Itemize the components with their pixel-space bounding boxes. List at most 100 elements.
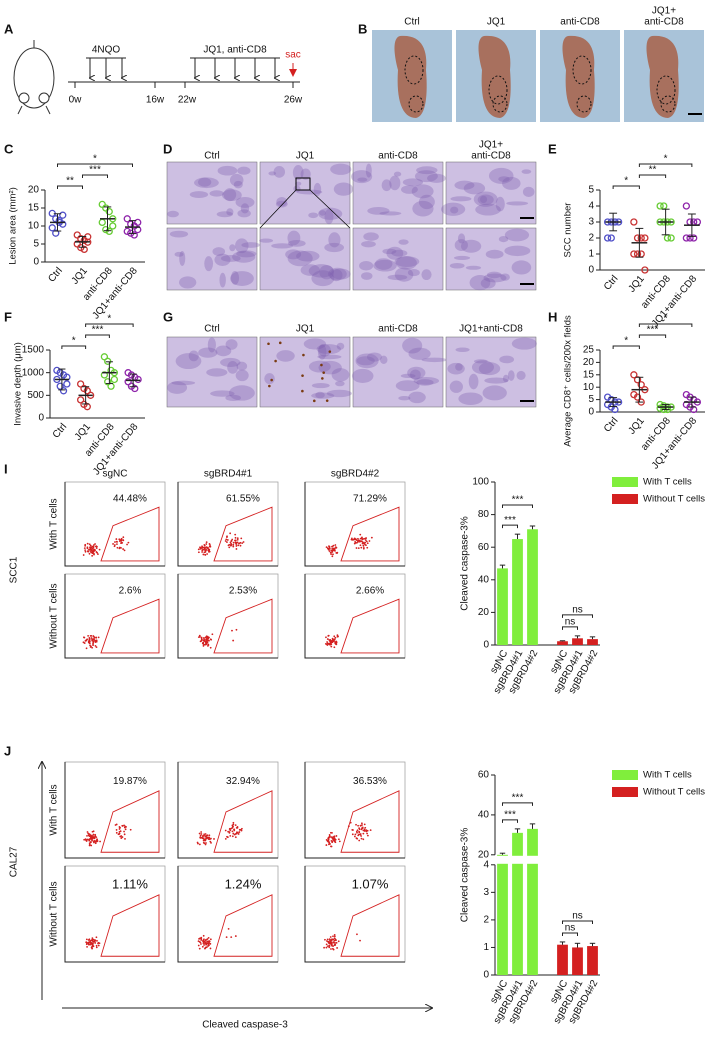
gate xyxy=(100,598,160,654)
event-dot xyxy=(113,545,116,548)
event-dot xyxy=(356,831,358,834)
event-dot xyxy=(226,539,229,541)
event-dot xyxy=(228,546,231,549)
event-dot xyxy=(89,634,92,637)
y-tick-label: 15 xyxy=(28,203,40,214)
event-dot xyxy=(209,947,212,950)
event-dot xyxy=(353,537,356,540)
significance-bracket xyxy=(562,626,578,630)
y-tick-label: 2 xyxy=(483,915,489,926)
event-dot xyxy=(199,941,202,944)
event-dot xyxy=(85,839,87,842)
tissue-texture xyxy=(226,208,234,216)
event-dot xyxy=(369,829,372,832)
event-dot xyxy=(232,639,235,642)
tissue-texture xyxy=(387,274,408,281)
event-dot xyxy=(199,547,202,550)
event-dot xyxy=(197,548,200,551)
event-dot xyxy=(88,552,91,555)
bar xyxy=(587,639,598,645)
zoom-box xyxy=(295,177,311,191)
tissue-texture xyxy=(230,271,254,286)
event-dot xyxy=(332,945,334,948)
tissue-texture xyxy=(400,373,416,379)
event-dot xyxy=(208,834,211,837)
tissue-texture xyxy=(240,203,250,214)
event-dot xyxy=(334,642,337,645)
event-dot xyxy=(94,840,97,843)
event-dot xyxy=(94,942,97,944)
bar xyxy=(587,946,598,975)
tissue-texture xyxy=(311,270,335,287)
event-dot xyxy=(197,944,200,947)
event-dot xyxy=(88,543,91,546)
event-dot xyxy=(92,644,94,647)
tissue-texture xyxy=(227,360,239,374)
event-dot xyxy=(234,533,237,536)
event-dot xyxy=(328,843,330,846)
significance-bracket xyxy=(502,802,533,806)
y-tick-label: 1500 xyxy=(22,345,45,356)
image-label: JQ1+ xyxy=(479,140,503,151)
row-label: Without T cells xyxy=(49,583,60,648)
data-point xyxy=(667,234,675,242)
event-dot xyxy=(209,938,212,941)
tissue xyxy=(478,35,511,118)
gate-percentage: 1.11% xyxy=(112,877,148,892)
flow-plot xyxy=(64,481,166,567)
event-dot xyxy=(366,832,368,835)
tissue-texture xyxy=(427,173,446,183)
tissue-texture xyxy=(329,269,343,282)
gate-percentage: 36.53% xyxy=(353,776,387,787)
event-dot xyxy=(95,646,98,649)
y-tick-label: 25 xyxy=(583,345,595,356)
tissue-texture xyxy=(237,166,251,175)
event-dot xyxy=(93,544,95,546)
tissue-texture xyxy=(179,276,197,289)
tissue-texture xyxy=(414,170,438,183)
tissue-texture xyxy=(402,337,423,354)
legend-label: Without T cells xyxy=(643,787,705,798)
event-dot xyxy=(209,638,212,641)
event-dot xyxy=(95,636,98,639)
event-dot xyxy=(355,837,358,840)
y-tick-label: 5 xyxy=(33,239,39,250)
event-dot xyxy=(93,837,96,839)
event-dot xyxy=(198,937,201,940)
event-dot xyxy=(360,835,363,837)
event-dot xyxy=(92,833,95,836)
image-label: anti-CD8 xyxy=(560,17,600,28)
tissue-texture xyxy=(275,200,288,208)
tissue-texture xyxy=(504,245,531,257)
event-dot xyxy=(232,541,235,544)
significance-bracket xyxy=(638,334,667,338)
x-tick-label: JQ1 xyxy=(70,265,90,286)
bar xyxy=(497,568,508,645)
significance-label: ** xyxy=(649,165,657,176)
flow-axis xyxy=(304,482,405,567)
flow-plot xyxy=(64,573,166,659)
event-dot xyxy=(358,839,361,842)
data-point xyxy=(630,250,638,258)
event-dot xyxy=(124,825,127,828)
event-dot xyxy=(239,541,242,544)
event-dot xyxy=(90,837,93,839)
tissue-texture xyxy=(300,168,311,180)
event-dot xyxy=(233,828,236,831)
gate xyxy=(213,894,273,957)
event-dot xyxy=(92,635,95,637)
event-dot xyxy=(203,544,206,547)
tissue-texture xyxy=(502,374,510,383)
event-dot xyxy=(84,549,87,552)
event-dot xyxy=(88,639,91,641)
event-dot xyxy=(203,944,205,946)
event-dot xyxy=(205,938,207,941)
significance-bracket xyxy=(502,524,518,529)
event-dot xyxy=(204,843,207,846)
x-tick-label: Ctrl xyxy=(51,422,69,441)
tissue-texture xyxy=(410,369,421,380)
event-dot xyxy=(205,637,208,639)
stained-cell xyxy=(322,371,326,374)
event-dot xyxy=(361,822,363,825)
event-dot xyxy=(328,550,331,552)
